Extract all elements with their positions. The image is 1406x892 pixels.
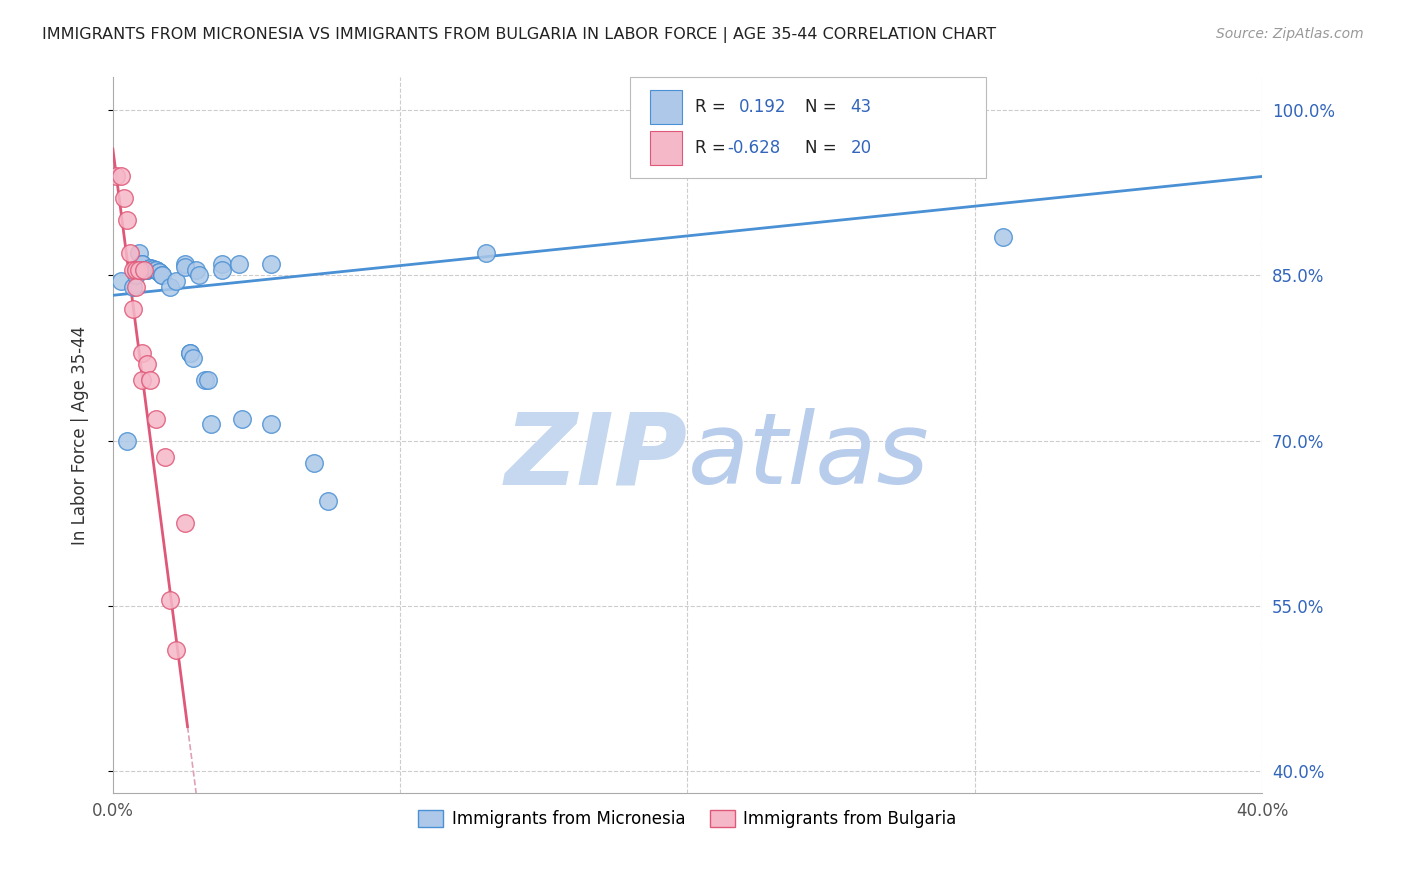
Text: ZIP: ZIP — [505, 408, 688, 505]
Bar — [650, 89, 682, 124]
Point — [142, 261, 165, 276]
Point — [173, 516, 195, 530]
Text: 43: 43 — [851, 98, 872, 116]
Point — [125, 268, 148, 283]
Point — [134, 263, 156, 277]
Point — [200, 417, 222, 431]
Point — [145, 263, 167, 277]
Point — [173, 260, 195, 274]
Point — [181, 351, 204, 365]
Point — [104, 169, 127, 184]
Point — [260, 258, 283, 272]
Text: IMMIGRANTS FROM MICRONESIA VS IMMIGRANTS FROM BULGARIA IN LABOR FORCE | AGE 35-4: IMMIGRANTS FROM MICRONESIA VS IMMIGRANTS… — [42, 27, 997, 43]
Point — [173, 258, 195, 272]
Point — [159, 593, 181, 607]
Point — [131, 345, 153, 359]
Point — [125, 263, 148, 277]
Point — [197, 373, 219, 387]
Point — [179, 345, 201, 359]
Point — [145, 411, 167, 425]
Text: N =: N = — [804, 139, 842, 157]
Point — [211, 263, 233, 277]
Bar — [650, 131, 682, 165]
Point — [186, 263, 208, 277]
Point — [159, 279, 181, 293]
Point — [150, 268, 173, 283]
Point — [122, 279, 145, 293]
Point — [134, 263, 156, 277]
Point — [260, 417, 283, 431]
Y-axis label: In Labor Force | Age 35-44: In Labor Force | Age 35-44 — [72, 326, 89, 545]
Point — [179, 345, 201, 359]
Point — [131, 258, 153, 272]
Point — [475, 246, 498, 260]
Point — [211, 258, 233, 272]
Point — [136, 263, 159, 277]
Text: N =: N = — [804, 98, 842, 116]
Point — [128, 263, 150, 277]
FancyBboxPatch shape — [630, 78, 986, 178]
Point — [142, 261, 165, 276]
Point — [120, 246, 142, 260]
Point — [150, 268, 173, 283]
Point — [122, 263, 145, 277]
Point — [153, 450, 176, 464]
Point — [139, 373, 162, 387]
Text: R =: R = — [696, 98, 731, 116]
Point — [139, 260, 162, 275]
Point — [131, 258, 153, 272]
Point — [228, 258, 250, 272]
Point — [148, 265, 170, 279]
Point — [318, 494, 340, 508]
Text: R =: R = — [696, 139, 731, 157]
Point — [302, 456, 325, 470]
Point — [165, 274, 187, 288]
Text: 0.192: 0.192 — [740, 98, 787, 116]
Point — [165, 642, 187, 657]
Point — [110, 169, 132, 184]
Point — [148, 265, 170, 279]
Point — [110, 274, 132, 288]
Text: atlas: atlas — [688, 408, 929, 505]
Point — [139, 260, 162, 275]
Point — [231, 411, 253, 425]
Point — [131, 373, 153, 387]
Point — [188, 268, 211, 283]
Text: 20: 20 — [851, 139, 872, 157]
Point — [136, 357, 159, 371]
Point — [128, 246, 150, 260]
Point — [112, 192, 135, 206]
Text: -0.628: -0.628 — [728, 139, 780, 157]
Point — [194, 373, 217, 387]
Point — [115, 213, 138, 227]
Legend: Immigrants from Micronesia, Immigrants from Bulgaria: Immigrants from Micronesia, Immigrants f… — [412, 803, 963, 834]
Point — [115, 434, 138, 448]
Text: Source: ZipAtlas.com: Source: ZipAtlas.com — [1216, 27, 1364, 41]
Point — [145, 263, 167, 277]
Point — [993, 230, 1015, 244]
Point — [136, 263, 159, 277]
Point — [125, 279, 148, 293]
Point — [122, 301, 145, 316]
Point — [134, 263, 156, 277]
